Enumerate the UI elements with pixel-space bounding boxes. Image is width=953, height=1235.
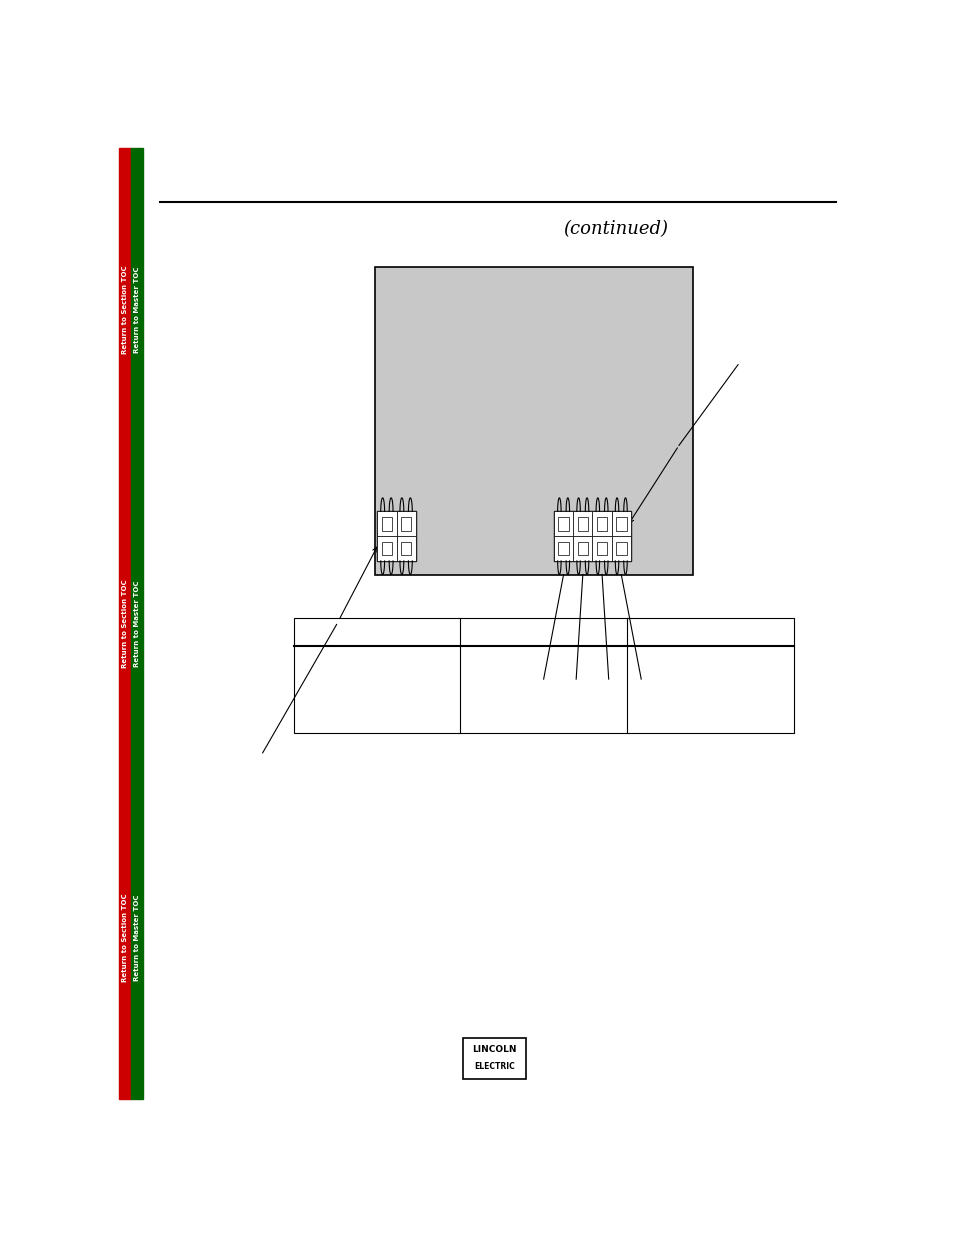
Text: ELECTRIC: ELECTRIC	[474, 1062, 515, 1071]
Bar	[294, 618, 793, 734]
Bar	[554, 511, 573, 536]
Bar	[554, 536, 573, 561]
Bar	[400, 542, 411, 556]
Bar	[592, 511, 611, 536]
Text: Return to Section TOC: Return to Section TOC	[122, 893, 128, 982]
Bar	[597, 517, 607, 531]
Bar	[577, 517, 587, 531]
Bar	[558, 517, 568, 531]
Bar	[131, 148, 143, 1099]
Bar	[119, 148, 131, 1099]
Bar	[577, 542, 587, 556]
Text: Return to Section TOC: Return to Section TOC	[122, 579, 128, 668]
Bar	[381, 517, 392, 531]
Bar	[396, 536, 416, 561]
Bar	[558, 542, 568, 556]
Bar	[554, 511, 630, 561]
Bar	[597, 542, 607, 556]
Bar	[375, 267, 692, 576]
Bar	[396, 511, 416, 536]
Text: Return to Section TOC: Return to Section TOC	[122, 266, 128, 354]
Bar	[611, 536, 630, 561]
Bar	[573, 511, 592, 536]
Bar	[376, 511, 396, 536]
Bar	[376, 536, 396, 561]
Text: Return to Master TOC: Return to Master TOC	[133, 267, 140, 353]
Bar	[616, 542, 626, 556]
Text: Return to Master TOC: Return to Master TOC	[133, 580, 140, 667]
Text: Return to Master TOC: Return to Master TOC	[133, 894, 140, 981]
Bar	[381, 542, 392, 556]
Bar	[611, 511, 630, 536]
Bar	[400, 517, 411, 531]
Text: (continued): (continued)	[562, 220, 667, 238]
Text: LINCOLN: LINCOLN	[472, 1045, 517, 1055]
Bar	[376, 511, 416, 561]
Bar	[592, 536, 611, 561]
Bar	[573, 536, 592, 561]
Bar	[616, 517, 626, 531]
Bar	[463, 1037, 526, 1078]
